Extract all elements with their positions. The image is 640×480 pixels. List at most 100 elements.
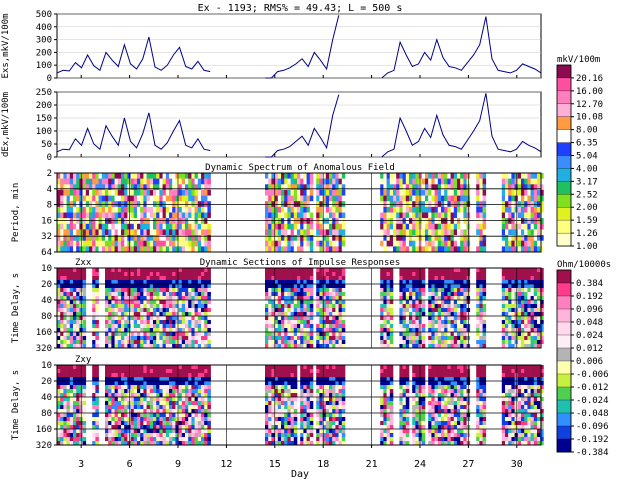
zxx-cell: [197, 316, 202, 321]
zxx-cell: [117, 316, 122, 321]
spectrum-cell: [172, 229, 176, 236]
zxy-cell: [140, 429, 144, 434]
spectrum-cell: [274, 229, 279, 236]
zxy-cell: [181, 429, 186, 434]
zxy-cell: [121, 425, 125, 430]
spectrum-cell: [447, 173, 451, 179]
spectrum-cell: [409, 240, 413, 247]
zxy-cell: [73, 397, 77, 402]
spectrum-cell: [188, 223, 192, 230]
spectrum-cell: [527, 184, 531, 191]
zxx-cell: [297, 284, 301, 289]
spectrum-cell: [281, 212, 285, 219]
zxx-cell: [431, 312, 435, 317]
zxx-cell: [453, 296, 458, 301]
spectrum-cell: [444, 246, 448, 253]
zxx-cell: [479, 292, 483, 297]
spectrum-cell: [476, 189, 480, 196]
spectrum-cell: [101, 184, 106, 191]
zxx-cell: [441, 272, 445, 277]
zxx-cell: [332, 328, 336, 333]
zxx-cell: [130, 332, 135, 337]
spectrum-cell: [117, 184, 122, 191]
zxx-cell: [133, 308, 138, 313]
zxx-cell: [204, 304, 208, 309]
zxx-cell: [322, 312, 327, 317]
zxx-cell: [185, 272, 189, 277]
zxx-cell: [268, 280, 272, 285]
zxy-cell: [265, 373, 269, 378]
zxy-cell: [117, 413, 122, 418]
zxy-cell: [159, 369, 163, 374]
zxx-cell: [341, 332, 346, 337]
spectrum-cell: [511, 246, 515, 253]
zxx-cell: [197, 336, 202, 341]
zxx-cell: [73, 316, 77, 321]
zxx-cell: [463, 316, 467, 321]
zxy-cell: [201, 433, 205, 438]
spectrum-cell: [380, 173, 384, 179]
zxx-cell: [69, 284, 74, 289]
zxx-cell: [463, 296, 467, 301]
zxx-cell: [201, 344, 205, 349]
spectrum-cell: [517, 235, 522, 242]
spectrum-cell: [380, 212, 384, 219]
spectrum-cell: [265, 218, 269, 225]
spectrum-cell: [162, 195, 167, 202]
zxy-cell: [290, 397, 295, 402]
zxx-cell: [383, 320, 387, 325]
zxy-cell: [287, 409, 291, 414]
spectrum-cell: [431, 184, 435, 191]
spectrum-cell: [537, 184, 541, 191]
zxx-cell: [92, 304, 96, 309]
zxy-cell: [108, 441, 112, 446]
zxx-cell: [133, 276, 138, 281]
zxy-cell: [169, 433, 173, 438]
zxx-cell: [92, 340, 96, 345]
zxx-cell: [117, 276, 122, 281]
zxx-cell: [146, 336, 151, 341]
spectrum-cell: [169, 223, 173, 230]
zxx-cell: [284, 336, 288, 341]
zxx-cell: [274, 268, 279, 273]
zxx-cell: [281, 340, 285, 345]
zxx-cell: [287, 296, 291, 301]
zxx-cell: [265, 312, 269, 317]
zxx-cell: [197, 324, 202, 329]
zxx-cell: [268, 328, 272, 333]
spectrum-cell: [197, 235, 202, 242]
spectrum-cell: [530, 212, 535, 219]
zxx-cell: [149, 336, 154, 341]
zxy-cell: [159, 373, 163, 378]
zxx-cell: [181, 320, 186, 325]
zxx-cell: [159, 296, 163, 301]
zxy-cell: [265, 385, 269, 390]
spectrum-cell: [444, 195, 448, 202]
zxx-cell: [537, 304, 541, 309]
zxx-cell: [316, 340, 320, 345]
zxx-cell: [63, 268, 67, 273]
spectrum-cell: [89, 178, 93, 185]
spectrum-cell: [290, 235, 295, 242]
zxy-cell: [66, 409, 71, 414]
zxy-cell: [140, 405, 144, 410]
ex-y-axis-label: Exs,mkV/100m: [1, 13, 11, 78]
spectrum-cell: [393, 223, 397, 230]
spectrum-cell: [300, 206, 304, 213]
dex-series-line: [265, 94, 340, 158]
zxx-cell: [428, 312, 432, 317]
zxy-cell: [290, 393, 295, 398]
zxx-cell: [265, 292, 269, 297]
zxx-cell: [540, 312, 544, 317]
zxy-cell: [188, 429, 192, 434]
zxx-cell: [175, 280, 179, 285]
zxy-cell: [181, 441, 186, 446]
spectrum-cell: [501, 178, 506, 185]
spectrum-cell: [393, 212, 397, 219]
spectrum-cell: [434, 178, 439, 185]
spectrum-cell: [399, 206, 403, 213]
zxx-cell: [95, 328, 99, 333]
spectrum-cell: [101, 240, 106, 247]
spectrum-cell: [514, 184, 519, 191]
zxx-cell: [149, 272, 154, 277]
